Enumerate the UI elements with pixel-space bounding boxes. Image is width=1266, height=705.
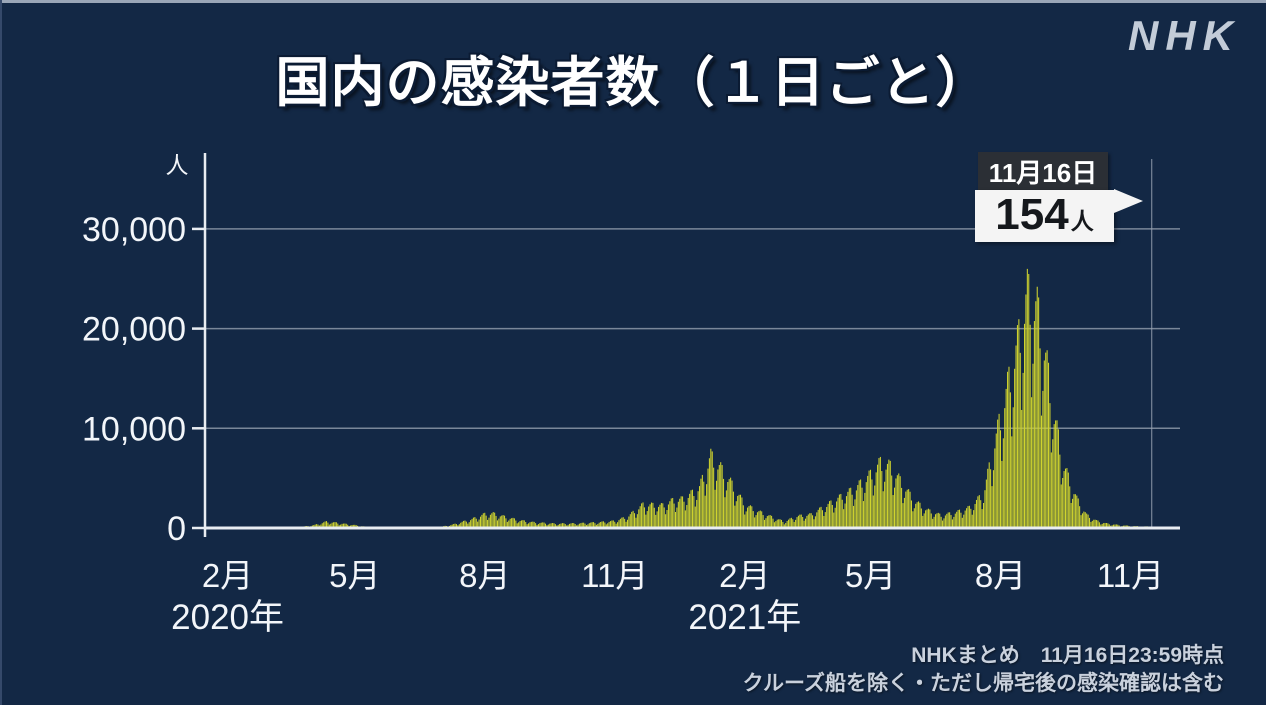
svg-text:11月: 11月 [1097, 557, 1164, 594]
svg-text:30,000: 30,000 [82, 211, 186, 249]
svg-text:5月: 5月 [845, 557, 896, 594]
svg-text:2020年: 2020年 [171, 598, 284, 637]
svg-text:5月: 5月 [329, 557, 380, 594]
svg-text:8月: 8月 [975, 557, 1026, 594]
callout-value-unit: 人 [1070, 208, 1094, 234]
svg-text:8月: 8月 [459, 557, 510, 594]
y-axis-unit-label: 人 [166, 152, 189, 178]
y-axis-labels: 0 10,000 20,000 30,000 [82, 211, 186, 548]
svg-text:10,000: 10,000 [82, 410, 186, 448]
daily-case-bars [253, 268, 1153, 528]
callout-arrow-icon [1114, 189, 1143, 213]
svg-text:11月: 11月 [581, 557, 648, 594]
source-line-2: クルーズ船を除く・ただし帰宅後の感染確認は含む [742, 672, 1224, 695]
latest-value-callout: 11月16日 154 人 [975, 152, 1155, 244]
x-axis-month-labels: 2月 5月 8月 11月 2月 5月 8月 11月 [202, 557, 1164, 594]
callout-value: 154 人 [975, 190, 1114, 242]
top-edge-line [0, 0, 1266, 3]
source-note: NHKまとめ 11月16日23:59時点 クルーズ船を除く・ただし帰宅後の感染確… [743, 642, 1224, 698]
svg-text:20,000: 20,000 [82, 311, 186, 349]
page-title: 国内の感染者数（１日ごと） [275, 53, 991, 113]
svg-text:2月: 2月 [202, 557, 253, 594]
axes [192, 153, 1180, 537]
source-line-1: NHKまとめ 11月16日23:59時点 [911, 644, 1224, 667]
nhk-logo: NHK [1128, 12, 1240, 59]
callout-date-label: 11月16日 [978, 152, 1108, 190]
x-axis-year-labels: 2020年 2021年 [171, 598, 801, 637]
gridlines [205, 228, 1180, 430]
svg-text:0: 0 [167, 510, 186, 548]
svg-text:2021年: 2021年 [688, 598, 801, 637]
callout-value-number: 154 [995, 190, 1069, 239]
svg-text:2月: 2月 [719, 557, 770, 594]
left-edge-line [0, 0, 2, 705]
